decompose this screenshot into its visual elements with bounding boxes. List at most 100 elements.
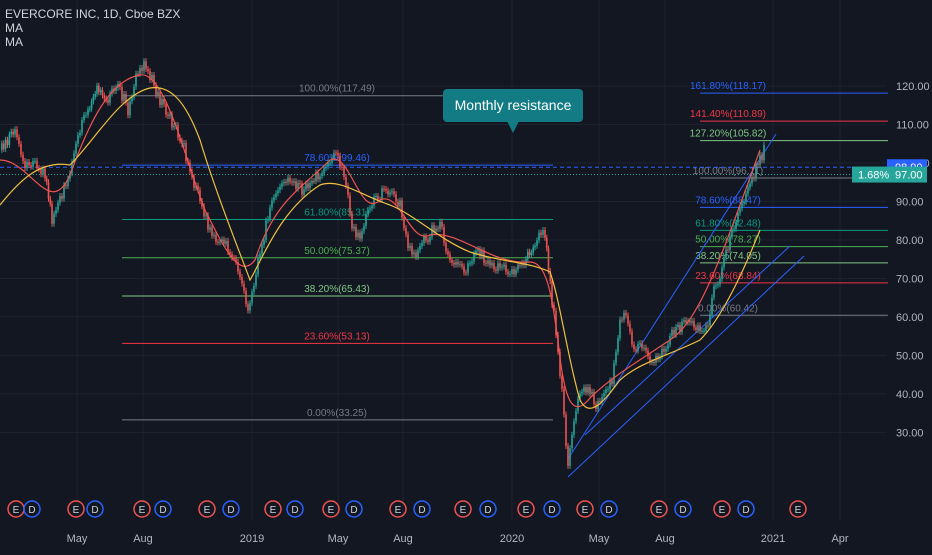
indicator-ma-2[interactable]: MA <box>5 35 23 49</box>
earnings-event-icon[interactable]: E <box>454 500 472 518</box>
candle-body <box>763 144 765 161</box>
candle-body <box>141 68 143 71</box>
candle-body <box>569 448 571 466</box>
price-tick-label: 70.00 <box>896 273 924 285</box>
earnings-event-icon[interactable]: E <box>198 500 216 518</box>
earnings-event-icon[interactable]: E <box>517 500 535 518</box>
candle-body <box>511 269 513 274</box>
candle-body <box>489 260 491 266</box>
dividend-event-icon[interactable]: D <box>479 500 497 518</box>
candle-body <box>505 264 507 272</box>
earnings-event-icon[interactable]: E <box>650 500 668 518</box>
current-price-label: 97.00 <box>895 170 923 182</box>
candle-body <box>165 104 167 115</box>
candle-body <box>613 362 615 384</box>
candle-body <box>209 227 211 230</box>
svg-text:D: D <box>28 505 35 516</box>
fib-recent-label: 161.80%(118.17) <box>690 81 766 92</box>
candle-body <box>297 182 299 189</box>
candle-body <box>325 166 327 169</box>
candle-body <box>663 348 665 352</box>
candle-body <box>691 320 693 323</box>
candle-body <box>407 234 409 249</box>
indicator-ma-1[interactable]: MA <box>5 21 23 35</box>
earnings-event-icon[interactable]: E <box>789 500 807 518</box>
candle-body <box>473 253 475 262</box>
earnings-event-icon[interactable]: E <box>133 500 151 518</box>
candle-body <box>419 245 421 251</box>
fib-recent-label: 78.60%(88.47) <box>695 195 761 206</box>
earnings-event-icon[interactable]: E <box>713 500 731 518</box>
candle-body <box>723 258 725 268</box>
candle-body <box>599 400 601 403</box>
earnings-event-icon[interactable]: E <box>264 500 282 518</box>
candle-body <box>327 162 329 167</box>
dividend-event-icon[interactable]: D <box>600 500 618 518</box>
candle-body <box>427 240 429 242</box>
candle-body <box>457 261 459 265</box>
dividend-event-icon[interactable]: D <box>23 500 41 518</box>
candle-body <box>677 324 679 328</box>
candle-body <box>499 263 501 268</box>
candle-body <box>737 212 739 223</box>
candle-body <box>83 115 85 121</box>
candle-body <box>261 244 263 254</box>
candle-body <box>571 434 573 449</box>
candle-body <box>645 347 647 351</box>
candle-body <box>143 61 145 71</box>
candle-body <box>409 245 411 249</box>
candle-body <box>233 257 235 259</box>
candle-body <box>503 264 505 267</box>
dividend-event-icon[interactable]: D <box>86 500 104 518</box>
dividend-event-icon[interactable]: D <box>222 500 240 518</box>
candle-body <box>255 274 257 286</box>
candle-body <box>273 197 275 201</box>
fib-main-label: 0.00%(33.25) <box>307 408 367 419</box>
dividend-event-icon[interactable]: D <box>413 500 431 518</box>
candle-body <box>67 178 69 187</box>
dividend-event-icon[interactable]: D <box>674 500 692 518</box>
candle-body <box>197 185 199 190</box>
candle-body <box>277 190 279 194</box>
candle-body <box>245 290 247 305</box>
candle-body <box>109 93 111 103</box>
dividend-event-icon[interactable]: D <box>286 500 304 518</box>
candle-body <box>719 278 721 285</box>
candle-body <box>709 314 711 326</box>
dividend-event-icon[interactable]: D <box>737 500 755 518</box>
candle-body <box>259 253 261 258</box>
candle-body <box>65 185 67 187</box>
candle-body <box>381 188 383 200</box>
candle-body <box>725 249 727 259</box>
candle-body <box>749 183 751 188</box>
dividend-event-icon[interactable]: D <box>345 500 363 518</box>
svg-text:D: D <box>91 505 98 516</box>
candle-body <box>743 201 745 204</box>
earnings-event-icon[interactable]: E <box>322 500 340 518</box>
candle-body <box>567 445 569 466</box>
channel-upper <box>567 133 777 460</box>
candle-body <box>337 152 339 156</box>
symbol-title[interactable]: EVERCORE INC, 1D, Cboe BZX <box>5 7 181 21</box>
earnings-event-icon[interactable]: E <box>576 500 594 518</box>
candle-body <box>315 172 317 182</box>
dividend-event-icon[interactable]: D <box>543 500 561 518</box>
candle-body <box>53 213 55 224</box>
candle-body <box>30 165 32 167</box>
candle-body <box>329 162 331 164</box>
earnings-event-icon[interactable]: E <box>389 500 407 518</box>
candle-body <box>71 162 73 174</box>
candle-body <box>309 182 311 188</box>
ma-slow-line <box>0 87 761 409</box>
candle-body <box>671 329 673 337</box>
time-tick-label: 2021 <box>761 533 785 545</box>
candle-body <box>651 361 653 363</box>
candle-body <box>413 252 415 255</box>
candle-body <box>547 248 550 271</box>
channel-lower <box>567 255 805 478</box>
earnings-event-icon[interactable]: E <box>67 500 85 518</box>
dividend-event-icon[interactable]: D <box>154 500 172 518</box>
earnings-event-icon[interactable]: E <box>7 500 25 518</box>
